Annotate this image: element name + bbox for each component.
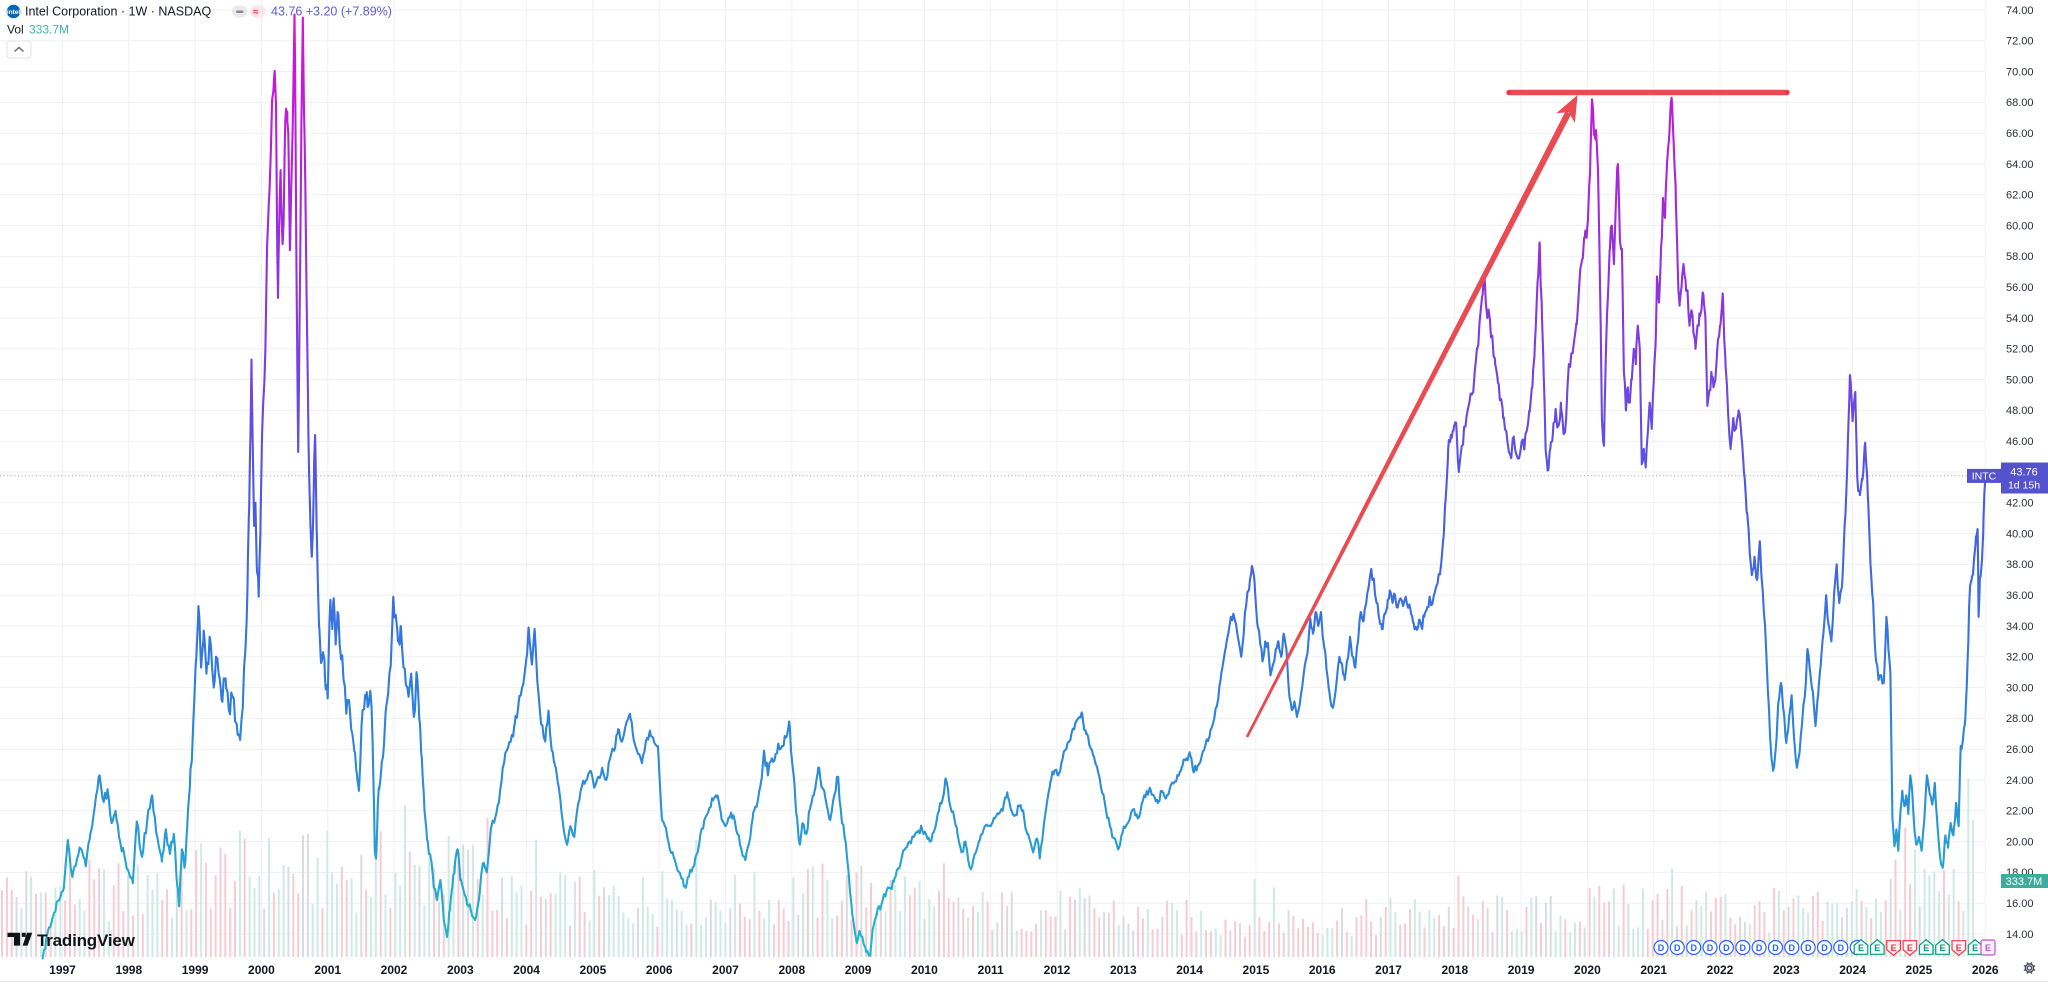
- svg-text:E: E: [1956, 943, 1962, 953]
- svg-text:333.7M: 333.7M: [2006, 876, 2043, 888]
- svg-text:30.00: 30.00: [2006, 682, 2034, 694]
- svg-text:INTC: INTC: [1972, 471, 1997, 483]
- svg-text:2008: 2008: [778, 963, 805, 977]
- svg-text:E: E: [1874, 943, 1880, 953]
- svg-text:D: D: [1740, 943, 1747, 953]
- svg-text:D: D: [1756, 943, 1763, 953]
- svg-text:333.7M: 333.7M: [29, 23, 69, 37]
- svg-text:2012: 2012: [1044, 963, 1071, 977]
- svg-text:D: D: [1723, 943, 1730, 953]
- svg-text:D: D: [1658, 943, 1665, 953]
- svg-text:1999: 1999: [182, 963, 209, 977]
- svg-text:2010: 2010: [911, 963, 938, 977]
- svg-text:42.00: 42.00: [2006, 498, 2034, 510]
- svg-text:58.00: 58.00: [2006, 251, 2034, 263]
- svg-text:24.00: 24.00: [2006, 775, 2034, 787]
- svg-text:2020: 2020: [1574, 963, 1601, 977]
- svg-text:D: D: [1789, 943, 1796, 953]
- svg-text:E: E: [1858, 943, 1864, 953]
- svg-text:22.00: 22.00: [2006, 806, 2034, 818]
- svg-text:Vol: Vol: [7, 23, 24, 37]
- svg-text:38.00: 38.00: [2006, 559, 2034, 571]
- svg-text:D: D: [1690, 943, 1697, 953]
- svg-text:1998: 1998: [115, 963, 142, 977]
- svg-text:14.00: 14.00: [2006, 929, 2034, 941]
- svg-text:D: D: [1772, 943, 1779, 953]
- svg-text:50.00: 50.00: [2006, 374, 2034, 386]
- svg-text:E: E: [1972, 943, 1978, 953]
- svg-text:2023: 2023: [1773, 963, 1800, 977]
- svg-text:2017: 2017: [1375, 963, 1402, 977]
- svg-text:36.00: 36.00: [2006, 590, 2034, 602]
- svg-text:E: E: [1939, 943, 1945, 953]
- svg-text:D: D: [1707, 943, 1714, 953]
- svg-text:2011: 2011: [978, 963, 1004, 977]
- svg-text:26.00: 26.00: [2006, 744, 2034, 756]
- svg-text:2007: 2007: [712, 963, 739, 977]
- svg-text:E: E: [1985, 943, 1991, 953]
- svg-text:70.00: 70.00: [2006, 66, 2034, 78]
- svg-text:32.00: 32.00: [2006, 652, 2034, 664]
- svg-text:64.00: 64.00: [2006, 159, 2034, 171]
- svg-text:2015: 2015: [1243, 963, 1270, 977]
- svg-text:E: E: [1923, 943, 1929, 953]
- svg-text:72.00: 72.00: [2006, 36, 2034, 48]
- svg-text:43.76 +3.20 (+7.89%): 43.76 +3.20 (+7.89%): [271, 5, 392, 19]
- svg-text:40.00: 40.00: [2006, 528, 2034, 540]
- svg-text:2002: 2002: [381, 963, 408, 977]
- svg-text:2003: 2003: [447, 963, 474, 977]
- svg-text:2025: 2025: [1906, 963, 1933, 977]
- svg-text:D: D: [1838, 943, 1845, 953]
- svg-text:16.00: 16.00: [2006, 898, 2034, 910]
- svg-text:2006: 2006: [646, 963, 673, 977]
- svg-text:52.00: 52.00: [2006, 344, 2034, 356]
- svg-text:56.00: 56.00: [2006, 282, 2034, 294]
- svg-text:2009: 2009: [845, 963, 872, 977]
- svg-text:≈: ≈: [253, 7, 259, 18]
- svg-text:74.00: 74.00: [2006, 5, 2034, 17]
- svg-text:20.00: 20.00: [2006, 836, 2034, 848]
- svg-text:2022: 2022: [1707, 963, 1734, 977]
- svg-text:intel: intel: [7, 9, 21, 16]
- svg-text:D: D: [1674, 943, 1681, 953]
- svg-text:2021: 2021: [1640, 963, 1667, 977]
- svg-text:1997: 1997: [49, 963, 76, 977]
- svg-text:D: D: [1821, 943, 1828, 953]
- svg-text:E: E: [1891, 943, 1897, 953]
- svg-text:2026: 2026: [1972, 963, 1999, 977]
- svg-text:TradingView: TradingView: [37, 931, 136, 950]
- svg-text:48.00: 48.00: [2006, 405, 2034, 417]
- svg-text:34.00: 34.00: [2006, 621, 2034, 633]
- svg-text:43.76: 43.76: [2010, 467, 2038, 479]
- svg-text:2001: 2001: [314, 963, 341, 977]
- svg-text:60.00: 60.00: [2006, 220, 2034, 232]
- svg-text:2016: 2016: [1309, 963, 1336, 977]
- svg-text:E: E: [1907, 943, 1913, 953]
- svg-text:54.00: 54.00: [2006, 313, 2034, 325]
- svg-text:Intel Corporation · 1W · NASDA: Intel Corporation · 1W · NASDAQ: [25, 5, 211, 19]
- svg-text:D: D: [1805, 943, 1812, 953]
- svg-text:2014: 2014: [1176, 963, 1203, 977]
- svg-text:62.00: 62.00: [2006, 190, 2034, 202]
- svg-text:1d 15h: 1d 15h: [2008, 480, 2040, 492]
- svg-text:66.00: 66.00: [2006, 128, 2034, 140]
- svg-text:46.00: 46.00: [2006, 436, 2034, 448]
- svg-text:2005: 2005: [580, 963, 607, 977]
- svg-text:2000: 2000: [248, 963, 275, 977]
- svg-text:2018: 2018: [1441, 963, 1468, 977]
- svg-text:28.00: 28.00: [2006, 713, 2034, 725]
- svg-text:68.00: 68.00: [2006, 97, 2034, 109]
- svg-text:2024: 2024: [1839, 963, 1866, 977]
- svg-text:2019: 2019: [1508, 963, 1535, 977]
- svg-text:2013: 2013: [1110, 963, 1137, 977]
- svg-text:2004: 2004: [513, 963, 540, 977]
